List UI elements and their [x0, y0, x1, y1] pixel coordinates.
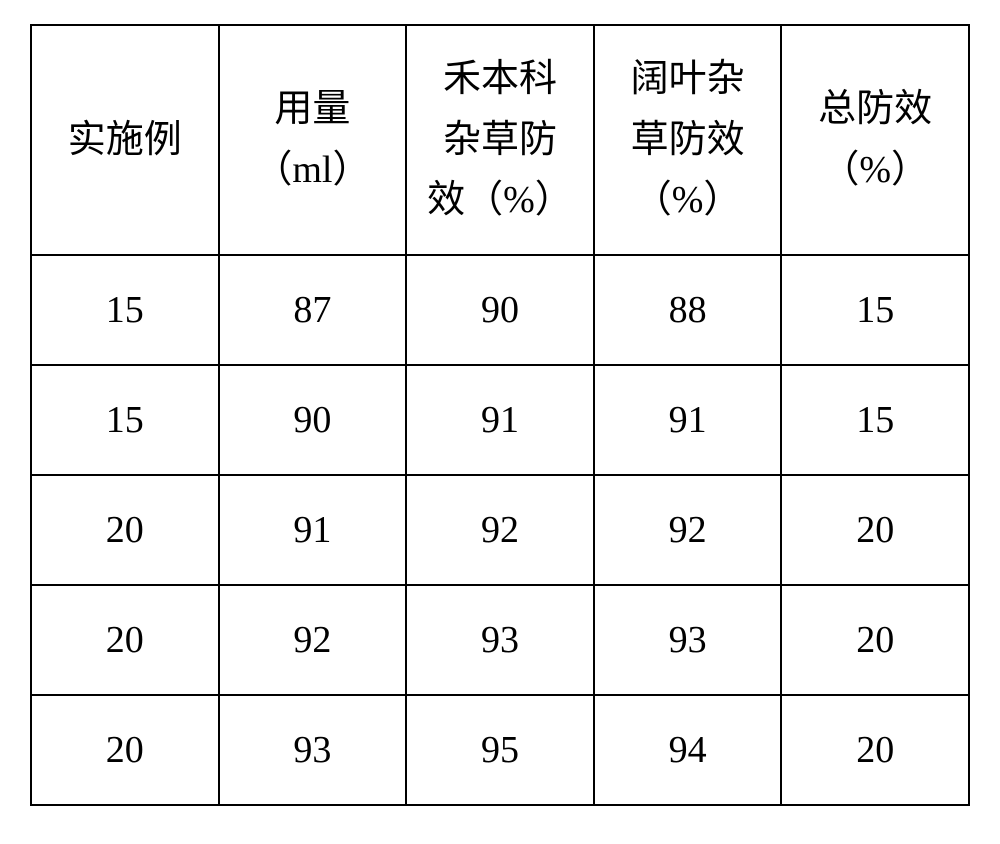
- cell-r4-c3: 94: [594, 695, 782, 805]
- col-header-3-line-1: 草防效: [631, 110, 745, 171]
- table-body: 15 87 90 88 15 15 90 91 91 15 20 91 92 9…: [31, 255, 969, 805]
- col-header-0: 实施例: [31, 25, 219, 255]
- table-row: 20 93 95 94 20: [31, 695, 969, 805]
- cell-r4-c2: 95: [406, 695, 594, 805]
- cell-r0-c3: 88: [594, 255, 782, 365]
- header-row: 实施例 用量 （ml） 禾本科 杂草防 效（%）: [31, 25, 969, 255]
- col-header-2-line-1: 杂草防: [443, 110, 557, 171]
- col-header-1-line-0: 用量: [274, 79, 350, 140]
- col-header-1: 用量 （ml）: [219, 25, 407, 255]
- table-head: 实施例 用量 （ml） 禾本科 杂草防 效（%）: [31, 25, 969, 255]
- cell-r4-c1: 93: [219, 695, 407, 805]
- cell-r0-c2: 90: [406, 255, 594, 365]
- cell-r3-c1: 92: [219, 585, 407, 695]
- table-row: 15 90 91 91 15: [31, 365, 969, 475]
- col-header-4-line-1: （%）: [821, 140, 929, 201]
- col-header-3-line-2: （%）: [634, 170, 742, 231]
- cell-r1-c1: 90: [219, 365, 407, 475]
- cell-r3-c2: 93: [406, 585, 594, 695]
- col-header-4-line-0: 总防效: [818, 79, 932, 140]
- cell-r0-c4: 15: [781, 255, 969, 365]
- cell-r4-c4: 20: [781, 695, 969, 805]
- cell-r4-c0: 20: [31, 695, 219, 805]
- cell-r2-c2: 92: [406, 475, 594, 585]
- cell-r0-c1: 87: [219, 255, 407, 365]
- table-row: 20 92 93 93 20: [31, 585, 969, 695]
- col-header-2: 禾本科 杂草防 效（%）: [406, 25, 594, 255]
- cell-r3-c0: 20: [31, 585, 219, 695]
- cell-r2-c1: 91: [219, 475, 407, 585]
- cell-r3-c4: 20: [781, 585, 969, 695]
- col-header-2-line-0: 禾本科: [443, 49, 557, 110]
- cell-r2-c4: 20: [781, 475, 969, 585]
- cell-r1-c2: 91: [406, 365, 594, 475]
- table-row: 20 91 92 92 20: [31, 475, 969, 585]
- cell-r3-c3: 93: [594, 585, 782, 695]
- cell-r2-c0: 20: [31, 475, 219, 585]
- table-row: 15 87 90 88 15: [31, 255, 969, 365]
- col-header-3: 阔叶杂 草防效 （%）: [594, 25, 782, 255]
- col-header-2-line-2: 效（%）: [427, 170, 573, 231]
- col-header-0-line-0: 实施例: [68, 110, 182, 171]
- cell-r0-c0: 15: [31, 255, 219, 365]
- cell-r1-c4: 15: [781, 365, 969, 475]
- cell-r2-c3: 92: [594, 475, 782, 585]
- data-table: 实施例 用量 （ml） 禾本科 杂草防 效（%）: [30, 24, 970, 806]
- cell-r1-c0: 15: [31, 365, 219, 475]
- table-container: 实施例 用量 （ml） 禾本科 杂草防 效（%）: [0, 0, 1000, 830]
- col-header-1-line-1: （ml）: [254, 140, 370, 201]
- cell-r1-c3: 91: [594, 365, 782, 475]
- col-header-4: 总防效 （%）: [781, 25, 969, 255]
- col-header-3-line-0: 阔叶杂: [631, 49, 745, 110]
